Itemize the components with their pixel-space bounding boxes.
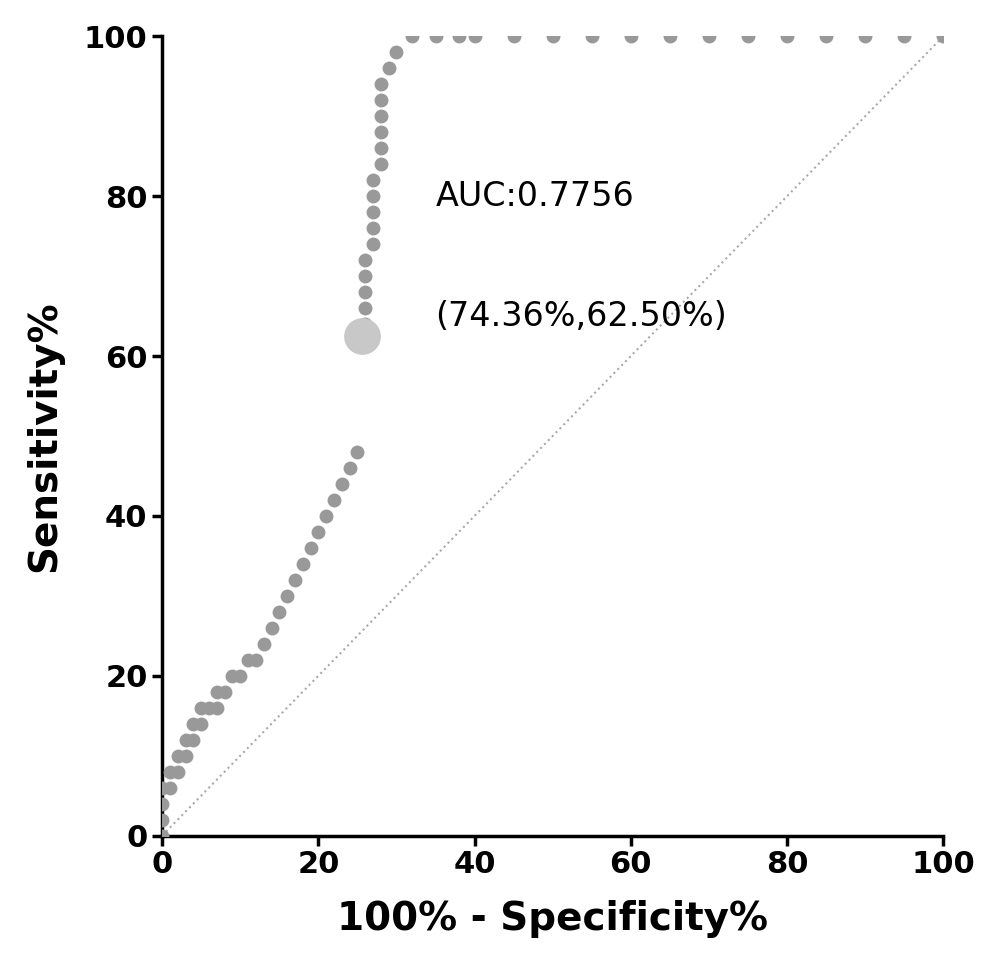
Point bbox=[170, 764, 186, 779]
Point bbox=[178, 748, 194, 764]
Point bbox=[248, 652, 264, 667]
Point bbox=[701, 29, 717, 44]
Point bbox=[303, 540, 319, 556]
Point bbox=[217, 684, 233, 699]
Point bbox=[154, 812, 170, 827]
Point bbox=[349, 444, 365, 459]
Point bbox=[740, 29, 756, 44]
Point bbox=[232, 668, 248, 684]
Point bbox=[381, 61, 397, 76]
Point bbox=[193, 700, 209, 716]
Point bbox=[779, 29, 795, 44]
Point bbox=[373, 157, 389, 172]
Text: AUC:0.7756: AUC:0.7756 bbox=[436, 180, 634, 213]
Point bbox=[373, 141, 389, 156]
Point bbox=[506, 29, 522, 44]
Point bbox=[162, 780, 178, 795]
Point bbox=[318, 508, 334, 524]
Point bbox=[349, 332, 365, 348]
Point bbox=[662, 29, 678, 44]
Point bbox=[365, 237, 381, 252]
Point bbox=[357, 269, 373, 284]
Point bbox=[264, 620, 280, 636]
Point bbox=[279, 588, 295, 604]
Point bbox=[201, 700, 217, 716]
Point bbox=[896, 29, 912, 44]
Point bbox=[818, 29, 834, 44]
Point bbox=[310, 524, 326, 539]
Point bbox=[334, 477, 350, 492]
Point bbox=[162, 764, 178, 779]
Point bbox=[170, 748, 186, 764]
Point bbox=[428, 29, 444, 44]
Point bbox=[326, 492, 342, 508]
Point bbox=[357, 300, 373, 316]
Point bbox=[357, 317, 373, 332]
Point bbox=[365, 221, 381, 236]
Point bbox=[342, 460, 358, 476]
Point bbox=[295, 557, 311, 572]
X-axis label: 100% - Specificity%: 100% - Specificity% bbox=[337, 900, 768, 938]
Point bbox=[365, 172, 381, 188]
Point bbox=[365, 189, 381, 204]
Point bbox=[193, 716, 209, 732]
Point bbox=[373, 92, 389, 108]
Point bbox=[209, 700, 225, 716]
Point bbox=[185, 732, 201, 747]
Point bbox=[467, 29, 483, 44]
Point bbox=[857, 29, 873, 44]
Point bbox=[154, 780, 170, 795]
Point bbox=[388, 44, 404, 60]
Point bbox=[545, 29, 561, 44]
Point bbox=[271, 604, 287, 619]
Point bbox=[623, 29, 639, 44]
Point bbox=[354, 328, 370, 344]
Point bbox=[373, 77, 389, 92]
Point bbox=[154, 828, 170, 844]
Point bbox=[256, 637, 272, 652]
Point bbox=[224, 668, 240, 684]
Point bbox=[209, 684, 225, 699]
Point bbox=[373, 109, 389, 124]
Point bbox=[373, 124, 389, 140]
Point bbox=[240, 652, 256, 667]
Point bbox=[154, 795, 170, 811]
Text: (74.36%,62.50%): (74.36%,62.50%) bbox=[436, 299, 727, 332]
Point bbox=[935, 29, 951, 44]
Point bbox=[178, 732, 194, 747]
Point bbox=[185, 716, 201, 732]
Point bbox=[357, 284, 373, 299]
Point bbox=[357, 252, 373, 268]
Point bbox=[365, 204, 381, 220]
Y-axis label: Sensitivity%: Sensitivity% bbox=[25, 300, 63, 572]
Point bbox=[404, 29, 420, 44]
Point bbox=[451, 29, 467, 44]
Point bbox=[287, 572, 303, 587]
Point bbox=[584, 29, 600, 44]
